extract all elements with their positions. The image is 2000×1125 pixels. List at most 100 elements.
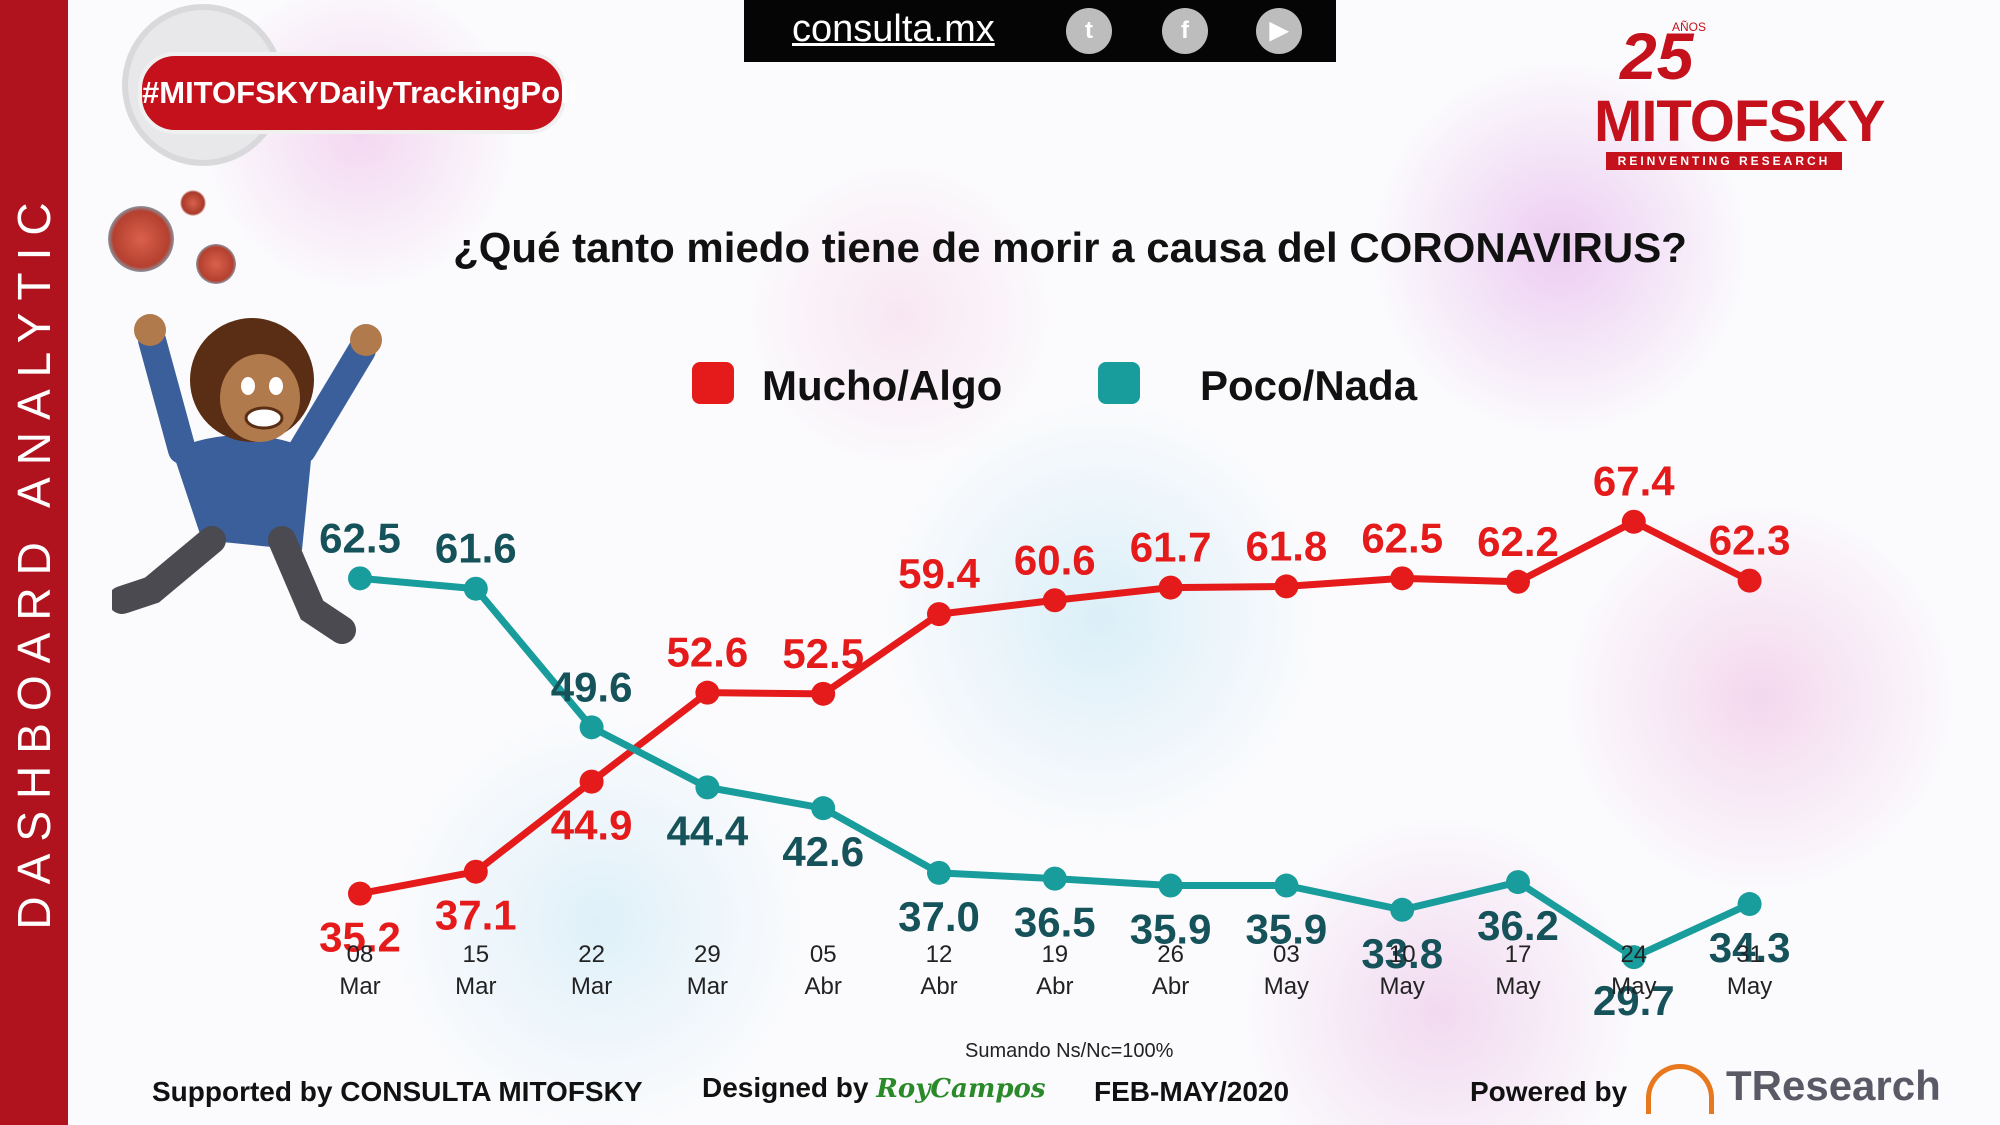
x-tick-label-day: 12 [926, 941, 953, 968]
sidebar: DASHBOARD ANALYTIC [0, 0, 68, 1125]
data-label-poco: 61.6 [435, 525, 517, 572]
designer-signature: RoyCampos [876, 1074, 1046, 1104]
designed-by-label: Designed by [702, 1072, 869, 1103]
x-tick-label-day: 08 [347, 941, 374, 968]
data-point-poco[interactable] [1737, 892, 1762, 917]
top-bar: consulta.mx t f ▶ [744, 0, 1336, 62]
x-tick-label-day: 03 [1273, 941, 1300, 968]
x-tick-label-month: Abr [805, 973, 842, 1000]
data-label-mucho: 62.2 [1477, 518, 1559, 565]
x-tick-label-day: 05 [810, 941, 837, 968]
data-label-poco: 36.2 [1477, 902, 1559, 949]
data-point-poco[interactable] [1158, 873, 1183, 898]
data-label-mucho: 62.5 [1361, 514, 1443, 561]
data-label-mucho: 52.6 [667, 629, 749, 676]
data-point-poco[interactable] [1621, 945, 1646, 970]
data-point-mucho[interactable] [463, 859, 488, 884]
x-tick-label-month: Abr [1036, 973, 1073, 1000]
supported-by: Supported by CONSULTA MITOFSKY [152, 1076, 643, 1107]
data-label-poco: 37.0 [898, 893, 980, 940]
twitter-icon[interactable]: t [1066, 8, 1112, 54]
data-label-mucho: 61.7 [1130, 524, 1212, 571]
legend-label-poco: Poco/Nada [1200, 362, 1418, 409]
data-point-poco[interactable] [927, 860, 951, 885]
data-label-mucho: 62.3 [1709, 517, 1791, 564]
logo-name: MITOFSKY [1594, 89, 1886, 154]
virus-icon [196, 244, 236, 284]
x-tick-label-day: 26 [1157, 941, 1184, 968]
facebook-icon[interactable]: f [1162, 8, 1208, 54]
data-label-poco: 35.9 [1130, 906, 1212, 953]
logo-anos: AÑOS [1672, 20, 1707, 34]
x-tick-label-day: 10 [1389, 941, 1416, 968]
data-point-mucho[interactable] [1390, 566, 1415, 591]
data-point-mucho[interactable] [1506, 569, 1530, 594]
data-point-poco[interactable] [348, 566, 372, 591]
legend-label-mucho: Mucho/Algo [762, 362, 1002, 409]
x-tick-label-day: 31 [1736, 941, 1763, 968]
x-tick-label-day: 15 [462, 941, 489, 968]
data-point-mucho[interactable] [1158, 575, 1183, 600]
data-point-mucho[interactable] [1042, 588, 1067, 613]
x-tick-label-month: Abr [920, 973, 957, 1000]
x-tick-label-month: May [1495, 973, 1540, 1000]
hashtag-label[interactable]: #MITOFSKYDailyTrackingPoll [138, 52, 577, 134]
powered-by: Powered by [1470, 1076, 1628, 1107]
data-point-mucho[interactable] [927, 602, 951, 627]
data-point-poco[interactable] [463, 576, 488, 601]
data-label-poco: 35.9 [1246, 906, 1328, 953]
x-tick-label-month: May [1264, 973, 1309, 1000]
chart-title: ¿Qué tanto miedo tiene de morir a causa … [453, 224, 1687, 271]
data-label-poco: 29.7 [1593, 977, 1675, 1024]
logo-tagline: REINVENTING RESEARCH [1606, 152, 1842, 170]
data-point-mucho[interactable] [1621, 509, 1646, 534]
x-tick-label-month: Mar [571, 973, 612, 1000]
data-label-poco: 44.4 [667, 807, 749, 854]
data-label-poco: 62.5 [319, 514, 401, 561]
tresearch-logo-icon [1646, 1064, 1714, 1114]
designed-by: Designed by RoyCampos [702, 1072, 1046, 1104]
data-label-mucho: 60.6 [1014, 536, 1096, 583]
x-tick-label-month: Mar [455, 973, 496, 1000]
data-point-poco[interactable] [579, 715, 604, 740]
data-label-poco: 33.8 [1361, 930, 1443, 977]
x-tick-label-day: 17 [1505, 941, 1532, 968]
youtube-icon[interactable]: ▶ [1256, 8, 1302, 54]
tresearch-brand: TResearch [1726, 1062, 1941, 1109]
data-label-poco: 36.5 [1014, 899, 1096, 946]
data-label-mucho: 52.5 [782, 630, 864, 677]
data-label-mucho: 67.4 [1593, 458, 1675, 505]
data-point-poco[interactable] [1042, 866, 1067, 891]
data-point-mucho[interactable] [348, 881, 372, 906]
x-tick-label-day: 19 [1041, 941, 1068, 968]
data-point-poco[interactable] [811, 796, 836, 821]
data-point-mucho[interactable] [1737, 568, 1762, 593]
hashtag-badge: #MITOFSKYDailyTrackingPoll [128, 10, 577, 160]
x-tick-label-month: Abr [1152, 973, 1189, 1000]
x-tick-label-month: Mar [339, 973, 380, 1000]
data-label-mucho: 44.9 [551, 802, 633, 849]
x-tick-label-month: May [1727, 973, 1772, 1000]
data-point-poco[interactable] [1506, 870, 1530, 895]
data-point-mucho[interactable] [579, 769, 604, 794]
data-label-poco: 42.6 [782, 828, 864, 875]
legend-swatch-mucho [692, 362, 734, 404]
data-point-poco[interactable] [1274, 873, 1299, 898]
data-point-poco[interactable] [695, 775, 720, 800]
site-link[interactable]: consulta.mx [792, 8, 995, 50]
scared-person-illustration [112, 314, 382, 644]
data-point-mucho[interactable] [1274, 574, 1299, 599]
data-point-mucho[interactable] [695, 680, 720, 705]
data-point-mucho[interactable] [811, 681, 836, 706]
x-tick-label-day: 24 [1620, 941, 1647, 968]
data-label-poco: 49.6 [551, 663, 633, 710]
x-tick-label-day: 29 [694, 941, 721, 968]
period: FEB-MAY/2020 [1094, 1076, 1290, 1107]
data-point-poco[interactable] [1390, 897, 1415, 922]
logo-years: 25 [1620, 19, 1694, 93]
virus-icon [108, 206, 174, 272]
x-tick-label-month: May [1611, 973, 1656, 1000]
virus-icon [180, 190, 206, 216]
